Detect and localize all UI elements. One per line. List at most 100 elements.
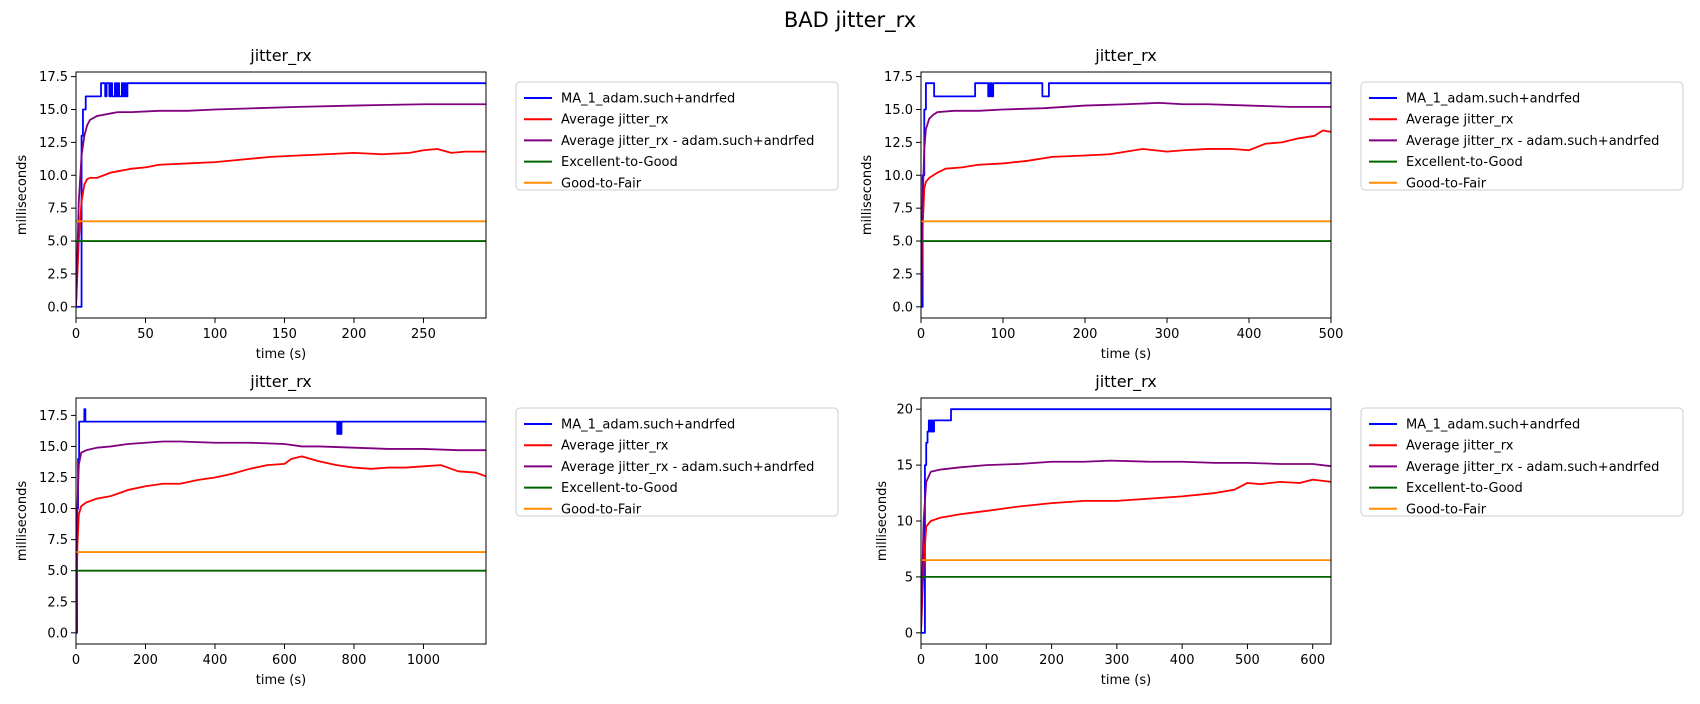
legend-item: Average jitter_rx (1406, 439, 1514, 454)
x-tick-label: 250 (411, 327, 436, 342)
y-tick-label: 7.5 (892, 202, 913, 217)
x-axis-label: time (s) (1101, 347, 1151, 362)
y-tick-label: 12.5 (884, 136, 913, 151)
series-group (76, 82, 486, 308)
legend-box (515, 407, 839, 517)
legend-item: MA_1_adam.such+andrfed (1406, 418, 1580, 433)
y-tick-label: 15 (896, 459, 913, 474)
legend-item: MA_1_adam.such+andrfed (561, 92, 735, 107)
y-tick-label: 12.5 (39, 136, 68, 151)
x-tick-label: 200 (133, 653, 158, 668)
legend-item: Average jitter_rx - adam.such+andrfed (561, 134, 814, 149)
y-tick-label: 15.0 (39, 440, 68, 455)
series-line-ma-1-adam-such-andrfed (76, 82, 486, 308)
x-tick-label: 50 (137, 327, 154, 342)
legend-box (515, 81, 839, 191)
x-tick-label: 400 (1237, 327, 1262, 342)
y-tick-label: 2.5 (47, 595, 68, 610)
y-tick-label: 10 (896, 515, 913, 530)
legend-item: Good-to-Fair (561, 502, 642, 517)
y-tick-label: 17.5 (39, 409, 68, 424)
series-group (921, 82, 1331, 308)
x-tick-label: 800 (342, 653, 367, 668)
x-tick-label: 600 (1300, 653, 1325, 668)
legend-item: Good-to-Fair (1406, 502, 1487, 517)
legend-item: MA_1_adam.such+andrfed (1406, 92, 1580, 107)
axes-frame (920, 71, 1332, 319)
subplot-4: jitter_rx 0 100 200 300 400 500 600 0 5 10 15 20 time… (875, 372, 1684, 688)
x-tick-label: 1000 (407, 653, 440, 668)
series-group (76, 408, 486, 634)
y-tick-label: 10.0 (39, 502, 68, 517)
x-tick-label: 100 (974, 653, 999, 668)
subplot-title: jitter_rx (1094, 372, 1156, 392)
y-tick-label: 15.0 (884, 103, 913, 118)
axes-frame (75, 71, 487, 319)
axes-frame (920, 397, 1332, 645)
legend: MA_1_adam.such+andrfed Average jitter_rx A… (1360, 81, 1684, 191)
series-line-average-jitter-rx-adam-such-andrfed (921, 459, 1331, 633)
subplot-title: jitter_rx (249, 46, 311, 66)
legend-item: MA_1_adam.such+andrfed (561, 418, 735, 433)
series-line-average-jitter-rx (76, 148, 486, 307)
legend-item: Excellent-to-Good (561, 481, 678, 496)
y-tick-label: 5 (905, 570, 913, 585)
y-tick-label: 10.0 (884, 169, 913, 184)
y-tick-label: 0 (905, 626, 913, 641)
x-tick-label: 100 (991, 327, 1016, 342)
y-tick-label: 15.0 (39, 103, 68, 118)
y-axis-label: milliseconds (875, 481, 890, 561)
y-axis-label: milliseconds (15, 155, 30, 235)
legend-item: Excellent-to-Good (1406, 481, 1523, 496)
series-line-ma-1-adam-such-andrfed (921, 408, 1331, 634)
y-tick-label: 12.5 (39, 471, 68, 486)
x-tick-label: 150 (272, 327, 297, 342)
y-tick-label: 20 (896, 403, 913, 418)
legend-item: Good-to-Fair (561, 176, 642, 191)
y-tick-label: 7.5 (47, 533, 68, 548)
y-tick-label: 0.0 (47, 300, 68, 315)
legend-box (1360, 81, 1684, 191)
y-tick-label: 10.0 (39, 169, 68, 184)
legend-item: Excellent-to-Good (1406, 155, 1523, 170)
series-line-average-jitter-rx-adam-such-andrfed (76, 440, 486, 633)
y-tick-label: 5.0 (892, 235, 913, 250)
figure-title: BAD jitter_rx (783, 8, 917, 32)
x-tick-label: 200 (342, 327, 367, 342)
subplot-title: jitter_rx (249, 372, 311, 392)
series-group (921, 408, 1331, 634)
series-line-average-jitter-rx (921, 478, 1331, 633)
legend-item: Excellent-to-Good (561, 155, 678, 170)
axes-frame (75, 397, 487, 645)
x-tick-label: 400 (203, 653, 228, 668)
y-tick-label: 0.0 (892, 300, 913, 315)
x-axis-label: time (s) (256, 347, 306, 362)
legend-item: Average jitter_rx - adam.such+andrfed (1406, 134, 1659, 149)
x-tick-label: 600 (272, 653, 297, 668)
x-tick-label: 300 (1155, 327, 1180, 342)
x-tick-label: 0 (72, 327, 80, 342)
y-tick-label: 2.5 (892, 267, 913, 282)
y-tick-label: 2.5 (47, 267, 68, 282)
subplot-1: jitter_rx 0 50 100 150 200 250 0.0 2.5 5.0 7.5 10.0… (15, 46, 839, 362)
y-tick-label: 7.5 (47, 202, 68, 217)
legend: MA_1_adam.such+andrfed Average jitter_rx A… (1360, 407, 1684, 517)
legend-item: Average jitter_rx (561, 113, 669, 128)
x-tick-label: 100 (203, 327, 228, 342)
subplot-2: jitter_rx 0 100 200 300 400 500 0.0 2.5 5.0 7.5 10.… (860, 46, 1684, 362)
series-line-ma-1-adam-such-andrfed (921, 82, 1331, 308)
y-tick-label: 17.5 (39, 70, 68, 85)
series-line-average-jitter-rx-adam-such-andrfed (76, 103, 486, 307)
legend-box (1360, 407, 1684, 517)
x-tick-label: 500 (1235, 653, 1260, 668)
x-tick-label: 500 (1319, 327, 1344, 342)
x-tick-label: 300 (1104, 653, 1129, 668)
x-tick-label: 200 (1073, 327, 1098, 342)
x-tick-label: 200 (1039, 653, 1064, 668)
y-tick-label: 5.0 (47, 564, 68, 579)
x-tick-label: 400 (1170, 653, 1195, 668)
legend-item: Average jitter_rx (561, 439, 669, 454)
legend: MA_1_adam.such+andrfed Average jitter_rx A… (515, 81, 839, 191)
series-line-average-jitter-rx-adam-such-andrfed (921, 102, 1331, 307)
legend-item: Average jitter_rx - adam.such+andrfed (561, 460, 814, 475)
